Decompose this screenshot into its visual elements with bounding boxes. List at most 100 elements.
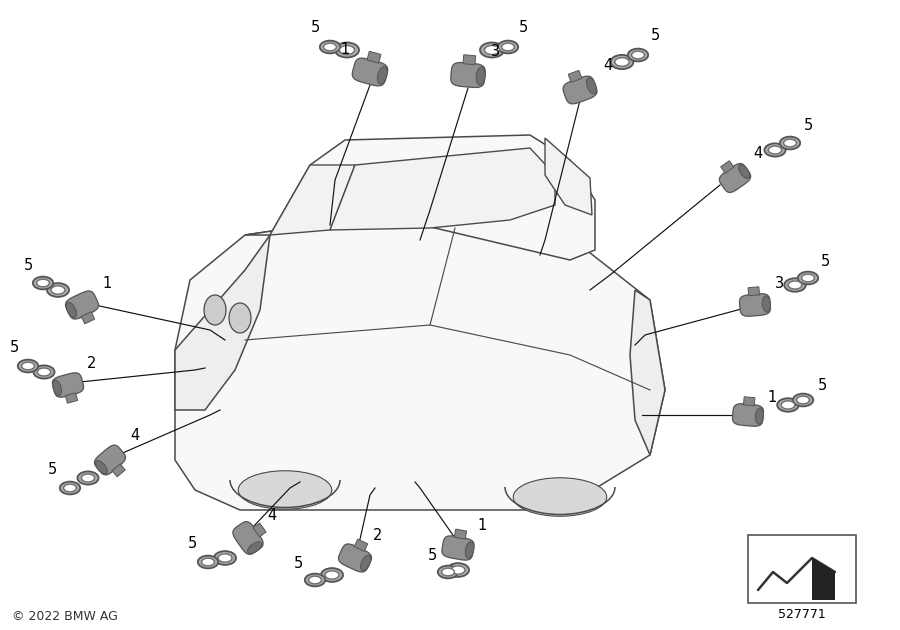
Ellipse shape — [779, 137, 800, 149]
Polygon shape — [563, 76, 597, 104]
Ellipse shape — [18, 360, 38, 372]
Text: 5: 5 — [48, 462, 57, 478]
Ellipse shape — [755, 408, 763, 424]
Ellipse shape — [784, 278, 806, 292]
Polygon shape — [743, 397, 755, 406]
Ellipse shape — [81, 474, 94, 482]
Ellipse shape — [769, 146, 781, 154]
Bar — [748, 535, 856, 603]
Ellipse shape — [778, 398, 799, 412]
Ellipse shape — [67, 302, 76, 318]
Polygon shape — [733, 404, 763, 427]
Text: 527771: 527771 — [778, 609, 826, 622]
Ellipse shape — [501, 43, 515, 51]
Ellipse shape — [22, 362, 34, 370]
Polygon shape — [66, 291, 98, 319]
Ellipse shape — [198, 556, 218, 568]
Ellipse shape — [238, 471, 332, 509]
Ellipse shape — [38, 368, 50, 376]
Polygon shape — [545, 138, 592, 215]
Ellipse shape — [53, 380, 61, 396]
Text: 5: 5 — [293, 556, 302, 571]
Polygon shape — [454, 529, 466, 539]
Ellipse shape — [214, 551, 236, 565]
Text: 2: 2 — [87, 355, 96, 370]
Ellipse shape — [305, 574, 325, 587]
Text: 1: 1 — [768, 391, 777, 406]
Text: 4: 4 — [267, 508, 276, 524]
Ellipse shape — [610, 55, 634, 69]
Polygon shape — [812, 558, 835, 600]
Text: 3: 3 — [776, 275, 785, 290]
Polygon shape — [175, 235, 270, 410]
Ellipse shape — [324, 43, 337, 51]
Polygon shape — [463, 55, 476, 65]
Polygon shape — [338, 544, 372, 572]
Text: 5: 5 — [518, 21, 527, 35]
Ellipse shape — [762, 296, 770, 312]
Text: © 2022 BMW AG: © 2022 BMW AG — [12, 610, 118, 624]
Ellipse shape — [437, 566, 458, 578]
Ellipse shape — [498, 40, 518, 54]
Polygon shape — [352, 58, 388, 86]
Polygon shape — [721, 161, 734, 173]
Ellipse shape — [37, 279, 50, 287]
Text: 1: 1 — [103, 275, 112, 290]
Polygon shape — [94, 445, 125, 475]
Ellipse shape — [377, 67, 387, 84]
Polygon shape — [253, 523, 266, 537]
Ellipse shape — [587, 77, 597, 94]
Text: 5: 5 — [817, 377, 826, 392]
Polygon shape — [81, 312, 94, 324]
Ellipse shape — [361, 555, 371, 571]
Polygon shape — [367, 51, 381, 63]
Ellipse shape — [325, 571, 339, 579]
Polygon shape — [442, 536, 474, 560]
Polygon shape — [233, 522, 263, 554]
Ellipse shape — [95, 461, 107, 474]
Text: 5: 5 — [310, 21, 320, 35]
Polygon shape — [52, 373, 84, 397]
Ellipse shape — [202, 558, 214, 566]
Polygon shape — [740, 294, 770, 316]
Polygon shape — [748, 287, 760, 296]
Ellipse shape — [739, 164, 750, 178]
Ellipse shape — [484, 45, 500, 55]
Text: 1: 1 — [340, 42, 349, 57]
Ellipse shape — [764, 144, 786, 157]
Ellipse shape — [796, 396, 809, 404]
Ellipse shape — [628, 49, 648, 61]
Ellipse shape — [465, 542, 474, 558]
Ellipse shape — [480, 42, 504, 57]
Ellipse shape — [632, 51, 644, 59]
Text: 5: 5 — [23, 258, 32, 273]
Text: 3: 3 — [491, 43, 500, 59]
Ellipse shape — [784, 139, 796, 147]
Polygon shape — [112, 464, 125, 477]
Text: 5: 5 — [187, 537, 196, 551]
Polygon shape — [270, 165, 355, 235]
Ellipse shape — [204, 295, 226, 325]
Ellipse shape — [447, 563, 469, 577]
Ellipse shape — [64, 484, 76, 492]
Text: 2: 2 — [374, 529, 382, 544]
Text: 5: 5 — [651, 28, 660, 42]
Ellipse shape — [339, 45, 355, 55]
Ellipse shape — [797, 272, 818, 284]
Ellipse shape — [781, 401, 795, 409]
Ellipse shape — [320, 40, 340, 54]
Ellipse shape — [33, 365, 55, 379]
Text: 5: 5 — [9, 340, 19, 355]
Ellipse shape — [47, 283, 69, 297]
Ellipse shape — [476, 67, 485, 85]
Polygon shape — [719, 164, 751, 192]
Ellipse shape — [51, 286, 65, 294]
Polygon shape — [175, 215, 665, 510]
Ellipse shape — [77, 471, 99, 484]
Ellipse shape — [442, 568, 454, 576]
Text: 5: 5 — [804, 118, 813, 132]
Ellipse shape — [248, 542, 262, 553]
Text: 4: 4 — [603, 59, 613, 74]
Ellipse shape — [513, 478, 607, 516]
Polygon shape — [568, 71, 581, 83]
